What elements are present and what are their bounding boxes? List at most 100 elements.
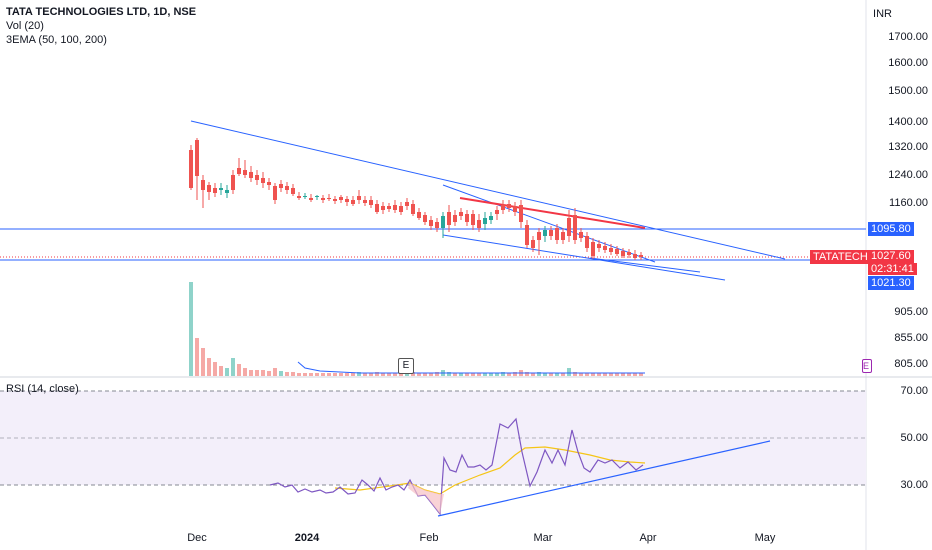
- candle-body: [615, 249, 619, 254]
- volume-bar: [567, 368, 571, 376]
- candle-body: [315, 196, 319, 197]
- candle-body: [627, 252, 631, 255]
- candle-body: [255, 175, 259, 180]
- volume-bar: [555, 373, 559, 376]
- candle-body: [399, 206, 403, 212]
- volume-bar: [387, 373, 391, 376]
- ema-legend[interactable]: 3EMA (50, 100, 200): [6, 34, 107, 46]
- volume-bar: [243, 368, 247, 376]
- candle-body: [273, 186, 277, 200]
- candle-body: [441, 216, 445, 228]
- volume-bar: [417, 373, 421, 376]
- price-tick: 805.00: [894, 358, 928, 370]
- volume-bar: [579, 373, 583, 376]
- candle-body: [501, 205, 505, 210]
- candle-body: [333, 199, 337, 201]
- volume-bar: [399, 373, 403, 376]
- rsi-tick: 50.00: [900, 432, 928, 444]
- candle-body: [237, 168, 241, 174]
- candle-body: [453, 215, 457, 222]
- time-tick: May: [754, 532, 776, 544]
- time-tick: Apr: [639, 532, 657, 544]
- volume-bar: [189, 282, 193, 376]
- candle-body: [393, 205, 397, 210]
- price-tick: 1240.00: [888, 169, 928, 181]
- rsi-line: [269, 417, 644, 516]
- volume-bar: [495, 373, 499, 376]
- volume-bar: [225, 368, 229, 376]
- volume-bar: [405, 372, 409, 376]
- candle-body: [465, 214, 469, 222]
- volume-bar: [285, 372, 289, 376]
- trendline-upper: [190, 120, 786, 260]
- candle-body: [603, 246, 607, 250]
- volume-bar: [357, 372, 361, 376]
- rsi-tick: 70.00: [900, 385, 928, 397]
- volume-bar: [375, 372, 379, 376]
- price-tick: 1700.00: [888, 31, 928, 43]
- rsi-trendline: [437, 440, 771, 517]
- volume-bar: [453, 373, 457, 376]
- candle-body: [537, 232, 541, 240]
- volume-bar: [207, 358, 211, 376]
- trendline-channel-top: [442, 184, 656, 263]
- volume-bar: [195, 338, 199, 376]
- candle-body: [483, 218, 487, 224]
- volume-bar: [393, 373, 397, 376]
- volume-bar: [231, 358, 235, 376]
- candle-body: [201, 180, 205, 190]
- volume-bar: [447, 372, 451, 376]
- time-tick: 2024: [294, 532, 320, 544]
- volume-bar: [255, 370, 259, 376]
- candle-body: [459, 212, 463, 216]
- volume-bar: [561, 373, 565, 376]
- candle-body: [309, 198, 313, 200]
- volume-legend[interactable]: Vol (20): [6, 20, 44, 32]
- volume-bar: [501, 372, 505, 376]
- candle-body: [375, 204, 379, 212]
- earnings-badge[interactable]: E: [398, 358, 414, 374]
- candle-body: [291, 188, 295, 194]
- volume-bar: [627, 373, 631, 376]
- volume-bar: [483, 373, 487, 376]
- rsi-ma-line: [334, 446, 646, 495]
- countdown-tag: 02:31:41: [868, 263, 917, 275]
- candle-body: [339, 197, 343, 200]
- resistance-red-line: [459, 197, 646, 229]
- candle-body: [423, 215, 427, 222]
- candle-body: [369, 200, 373, 205]
- candle-body: [351, 200, 355, 204]
- volume-bar: [351, 373, 355, 376]
- volume-bar: [435, 372, 439, 376]
- candle-body: [225, 190, 229, 193]
- candle-body: [633, 254, 637, 258]
- volume-bar: [339, 373, 343, 376]
- candle-body: [285, 186, 289, 190]
- volume-bar: [261, 370, 265, 376]
- candle-body: [567, 218, 571, 236]
- rsi-legend[interactable]: RSI (14, close): [6, 383, 79, 395]
- price-tick: 1160.00: [889, 197, 928, 209]
- volume-bars: [189, 282, 643, 376]
- volume-bar: [321, 373, 325, 376]
- volume-bar: [429, 373, 433, 376]
- volume-bar: [345, 373, 349, 376]
- volume-bar: [237, 364, 241, 376]
- currency-label[interactable]: INR: [873, 8, 892, 20]
- volume-bar: [297, 373, 301, 376]
- candle-body: [621, 251, 625, 256]
- volume-bar: [273, 368, 277, 376]
- level-tag-1021: 1021.30: [868, 276, 914, 290]
- candle-body: [609, 248, 613, 252]
- candle-body: [495, 210, 499, 214]
- candle-body: [549, 230, 553, 236]
- earnings-marker-scale[interactable]: E: [862, 359, 872, 373]
- candle-body: [417, 212, 421, 218]
- candle-body: [573, 215, 577, 240]
- last-price-tag: 1027.60: [868, 250, 914, 263]
- candle-body: [405, 202, 409, 206]
- price-tick: 855.00: [894, 332, 928, 344]
- volume-bar: [471, 373, 475, 376]
- price-tick: 1400.00: [888, 116, 928, 128]
